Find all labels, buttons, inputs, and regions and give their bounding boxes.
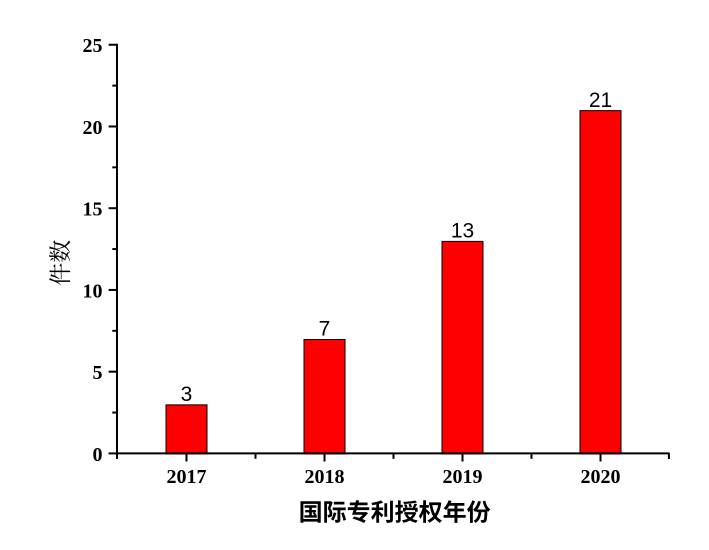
svg-text:13: 13: [451, 220, 474, 243]
svg-text:20: 20: [83, 117, 103, 139]
svg-text:3: 3: [181, 383, 193, 406]
svg-text:2018: 2018: [305, 466, 345, 488]
svg-text:0: 0: [93, 444, 103, 466]
svg-text:15: 15: [83, 199, 103, 221]
svg-text:2019: 2019: [443, 466, 483, 488]
svg-text:21: 21: [589, 89, 612, 112]
svg-text:10: 10: [83, 280, 103, 302]
svg-text:2020: 2020: [581, 466, 621, 488]
svg-text:25: 25: [83, 35, 103, 57]
svg-text:5: 5: [93, 362, 103, 384]
svg-text:7: 7: [319, 318, 331, 341]
svg-text:2017: 2017: [167, 466, 207, 488]
